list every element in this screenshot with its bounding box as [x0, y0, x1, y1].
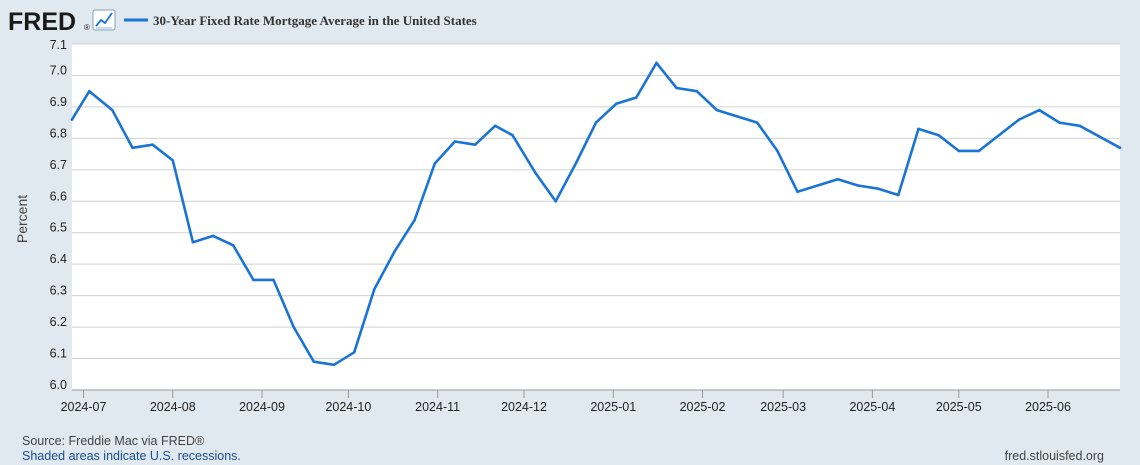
x-tick-label: 2024-10	[325, 400, 371, 414]
y-tick-label: 6.5	[50, 221, 67, 235]
x-tick-label: 2025-04	[849, 400, 895, 414]
data-point[interactable]	[957, 149, 961, 153]
x-axis-ticks: 2024-07 2024-08 2024-09 2024-10 2024-11 2024-…	[61, 389, 1120, 414]
data-point[interactable]	[635, 96, 638, 99]
data-point[interactable]	[1017, 118, 1021, 121]
data-point[interactable]	[675, 86, 678, 90]
data-point[interactable]	[796, 190, 799, 194]
x-tick-label: 2025-02	[680, 400, 726, 414]
trend-chart-icon	[92, 9, 116, 31]
data-point[interactable]	[493, 124, 497, 128]
fred-logo[interactable]: FRED ®	[8, 8, 116, 36]
source-note: Source: Freddie Mac via FRED®	[22, 434, 205, 448]
chart-title: 30-Year Fixed Rate Mortgage Average in t…	[153, 13, 477, 28]
data-point[interactable]	[473, 143, 477, 146]
y-tick-label: 6.7	[50, 158, 67, 172]
chart-legend: 30-Year Fixed Rate Mortgage Average in t…	[124, 13, 477, 28]
data-point[interactable]	[554, 199, 557, 203]
x-tick-label: 2024-09	[239, 400, 285, 414]
data-point[interactable]	[131, 146, 134, 150]
data-point[interactable]	[332, 363, 336, 367]
data-point[interactable]	[191, 240, 195, 244]
x-tick-label: 2025-06	[1025, 400, 1071, 414]
data-point[interactable]	[312, 360, 316, 363]
data-point[interactable]	[655, 61, 658, 65]
data-point[interactable]	[614, 102, 618, 106]
data-point[interactable]	[755, 121, 759, 124]
y-tick-label: 6.1	[50, 347, 67, 361]
data-point[interactable]	[252, 278, 255, 282]
data-point[interactable]	[211, 234, 215, 238]
y-tick-label: 6.2	[50, 315, 67, 329]
data-point[interactable]	[1078, 124, 1081, 128]
series-layer	[70, 61, 1122, 367]
data-point[interactable]	[1118, 146, 1122, 150]
y-tick-label: 6.0	[50, 378, 67, 392]
data-point[interactable]	[511, 133, 514, 137]
x-tick-label: 2025-03	[760, 400, 806, 414]
x-tick-label: 2024-07	[61, 400, 107, 414]
data-point[interactable]	[594, 121, 598, 124]
data-point[interactable]	[715, 108, 719, 112]
data-point[interactable]	[776, 149, 779, 153]
x-tick-label: 2025-01	[590, 400, 636, 414]
recession-note[interactable]: Shaded areas indicate U.S. recessions.	[22, 449, 241, 463]
data-point[interactable]	[373, 288, 376, 291]
registered-mark: ®	[84, 23, 90, 32]
y-axis-ticks: 6.0 6.1 6.2 6.3 6.4 6.5 6.6 6.7 6.8 6.9 7.0 7.1	[50, 38, 67, 392]
y-tick-label: 6.4	[50, 252, 67, 266]
data-point[interactable]	[1058, 121, 1061, 124]
data-point[interactable]	[1038, 108, 1041, 112]
data-point[interactable]	[876, 187, 880, 190]
y-tick-label: 6.9	[50, 95, 67, 109]
y-tick-label: 7.1	[50, 38, 67, 52]
y-axis-label: Percent	[14, 195, 30, 243]
data-point[interactable]	[897, 193, 900, 197]
data-point[interactable]	[977, 149, 981, 153]
data-point[interactable]	[453, 140, 457, 143]
data-point[interactable]	[856, 184, 860, 187]
plot-area	[72, 44, 1120, 390]
y-tick-label: 6.3	[50, 284, 67, 298]
data-point[interactable]	[937, 133, 940, 137]
data-point[interactable]	[87, 89, 91, 93]
fred-logo-text: FRED	[8, 8, 76, 36]
data-point[interactable]	[151, 143, 154, 146]
data-point[interactable]	[534, 171, 537, 175]
data-point[interactable]	[917, 127, 920, 131]
data-point[interactable]	[171, 159, 175, 162]
data-point[interactable]	[111, 108, 114, 112]
data-point[interactable]	[433, 162, 437, 165]
data-point[interactable]	[292, 325, 295, 329]
data-point[interactable]	[574, 162, 578, 165]
data-point[interactable]	[231, 244, 235, 247]
data-point[interactable]	[70, 118, 74, 121]
x-tick-label: 2024-11	[415, 400, 460, 414]
data-point[interactable]	[393, 250, 396, 253]
site-link[interactable]: fred.stlouisfed.org	[1005, 449, 1104, 463]
data-point[interactable]	[836, 177, 840, 181]
x-tick-label: 2025-05	[936, 400, 982, 414]
x-tick-label: 2024-12	[501, 400, 547, 414]
y-tick-label: 6.8	[50, 126, 67, 140]
y-tick-label: 6.6	[50, 189, 67, 203]
data-point[interactable]	[352, 350, 356, 354]
y-tick-label: 7.0	[50, 63, 67, 77]
data-point[interactable]	[272, 278, 275, 282]
x-tick-label: 2024-08	[150, 400, 196, 414]
data-point[interactable]	[413, 218, 416, 222]
data-point[interactable]	[695, 89, 699, 93]
